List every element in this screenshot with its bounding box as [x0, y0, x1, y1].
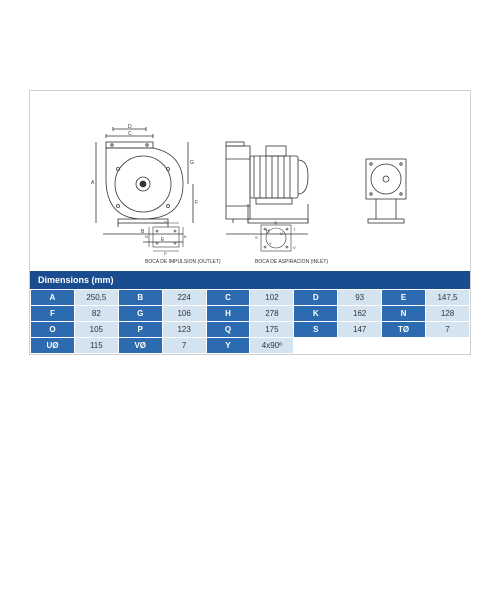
dim-label: S	[294, 322, 338, 338]
dim-value: 106	[162, 306, 206, 322]
dim-label: E	[382, 290, 426, 306]
dim-value: 250,5	[74, 290, 118, 306]
dim-label: D	[294, 290, 338, 306]
dim-label: Q	[206, 322, 250, 338]
dim-value: 115	[74, 338, 118, 354]
dim-label: O	[31, 322, 75, 338]
dim-value: 128	[426, 306, 470, 322]
inlet-caption: BOCA DE ASPIRACION (INLET)	[255, 259, 328, 265]
dim-value: 147	[338, 322, 382, 338]
dim-label: A	[31, 290, 75, 306]
svg-text:D: D	[128, 124, 132, 130]
svg-text:V: V	[293, 245, 296, 250]
dim-label: P	[118, 322, 162, 338]
dim-value	[338, 338, 382, 354]
outlet-detail: O N P K BOCA DE IMPULSION (OUTLET)	[145, 221, 221, 265]
dim-value: 102	[250, 290, 294, 306]
dim-label: G	[118, 306, 162, 322]
outlet-caption: BOCA DE IMPULSION (OUTLET)	[145, 259, 221, 265]
svg-text:N: N	[145, 234, 148, 239]
dim-value: 147,5	[426, 290, 470, 306]
svg-text:Y: Y	[269, 241, 272, 246]
dimensions-table: A250,5B224C102D93E147,5F82G106H278K162N1…	[30, 289, 470, 354]
dim-value: 7	[162, 338, 206, 354]
svg-text:S: S	[255, 235, 258, 240]
svg-text:F: F	[195, 200, 198, 206]
svg-text:A: A	[91, 180, 95, 186]
dim-label: B	[118, 290, 162, 306]
dim-value: 7	[426, 322, 470, 338]
dim-label: H	[206, 306, 250, 322]
dim-label: C	[206, 290, 250, 306]
svg-text:C: C	[128, 131, 132, 137]
dim-value: 278	[250, 306, 294, 322]
svg-text:U: U	[280, 231, 283, 236]
dimensions-table-section: Dimensions (mm) A250,5B224C102D93E147,5 F…	[30, 271, 470, 354]
svg-text:T: T	[293, 227, 296, 232]
svg-text:G: G	[190, 160, 194, 166]
dim-label: TØ	[382, 322, 426, 338]
dim-label	[382, 338, 426, 354]
dim-label: K	[294, 306, 338, 322]
dim-value	[426, 338, 470, 354]
svg-text:P: P	[164, 251, 167, 256]
dim-label: Y	[206, 338, 250, 354]
dim-label: F	[31, 306, 75, 322]
svg-text:O: O	[164, 221, 167, 223]
svg-text:Q: Q	[274, 221, 277, 225]
dim-label	[294, 338, 338, 354]
dim-value: 224	[162, 290, 206, 306]
dim-value: 123	[162, 322, 206, 338]
spec-sheet: D C	[29, 90, 471, 355]
rear-view	[358, 124, 413, 249]
dim-value: 175	[250, 322, 294, 338]
dim-value: 4x90º	[250, 338, 294, 354]
dim-label: N	[382, 306, 426, 322]
dim-label: VØ	[118, 338, 162, 354]
dim-value: 93	[338, 290, 382, 306]
dim-value: 82	[74, 306, 118, 322]
inlet-detail: Q S U T Y V BOCA DE ASPIRACION (INLET)	[255, 221, 328, 265]
dim-value: 105	[74, 322, 118, 338]
table-title: Dimensions (mm)	[30, 271, 470, 289]
technical-drawings: D C	[30, 91, 470, 271]
dim-value: 162	[338, 306, 382, 322]
svg-text:K: K	[184, 234, 187, 239]
dim-label: UØ	[31, 338, 75, 354]
